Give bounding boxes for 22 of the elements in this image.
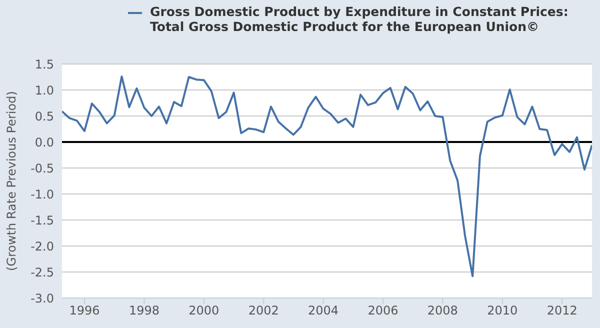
y-tick-label: 0.0 [34,135,54,150]
x-tick-label: 2006 [368,304,398,318]
y-tick-label: 1.5 [34,57,54,72]
x-tick-label: 2008 [427,304,458,318]
x-tick-label: 2012 [546,304,578,318]
x-tick-label: 2000 [188,304,220,318]
x-tick-label: 2002 [248,304,279,318]
y-tick-label: -2.0 [30,239,54,254]
y-tick-label: 0.5 [34,109,54,124]
y-tick-label: -1.0 [30,187,54,202]
x-tick-label: 2010 [487,304,518,318]
x-tick-label: 1998 [128,304,160,318]
x-tick-label: 1996 [69,304,100,318]
y-tick-label: 1.0 [34,83,54,98]
y-tick-label: -3.0 [30,291,54,306]
y-axis-title: (Growth Rate Previous Period) [4,91,18,271]
y-tick-label: -1.5 [30,213,54,228]
y-tick-label: -2.5 [30,265,54,280]
x-tick-label: 2004 [308,304,339,318]
legend-label: Gross Domestic Product by Expenditure in Constant Prices: Total Gross Domestic Product for the European Union© [150,4,570,34]
line-series [62,75,592,278]
y-tick-label: -0.5 [30,161,54,176]
